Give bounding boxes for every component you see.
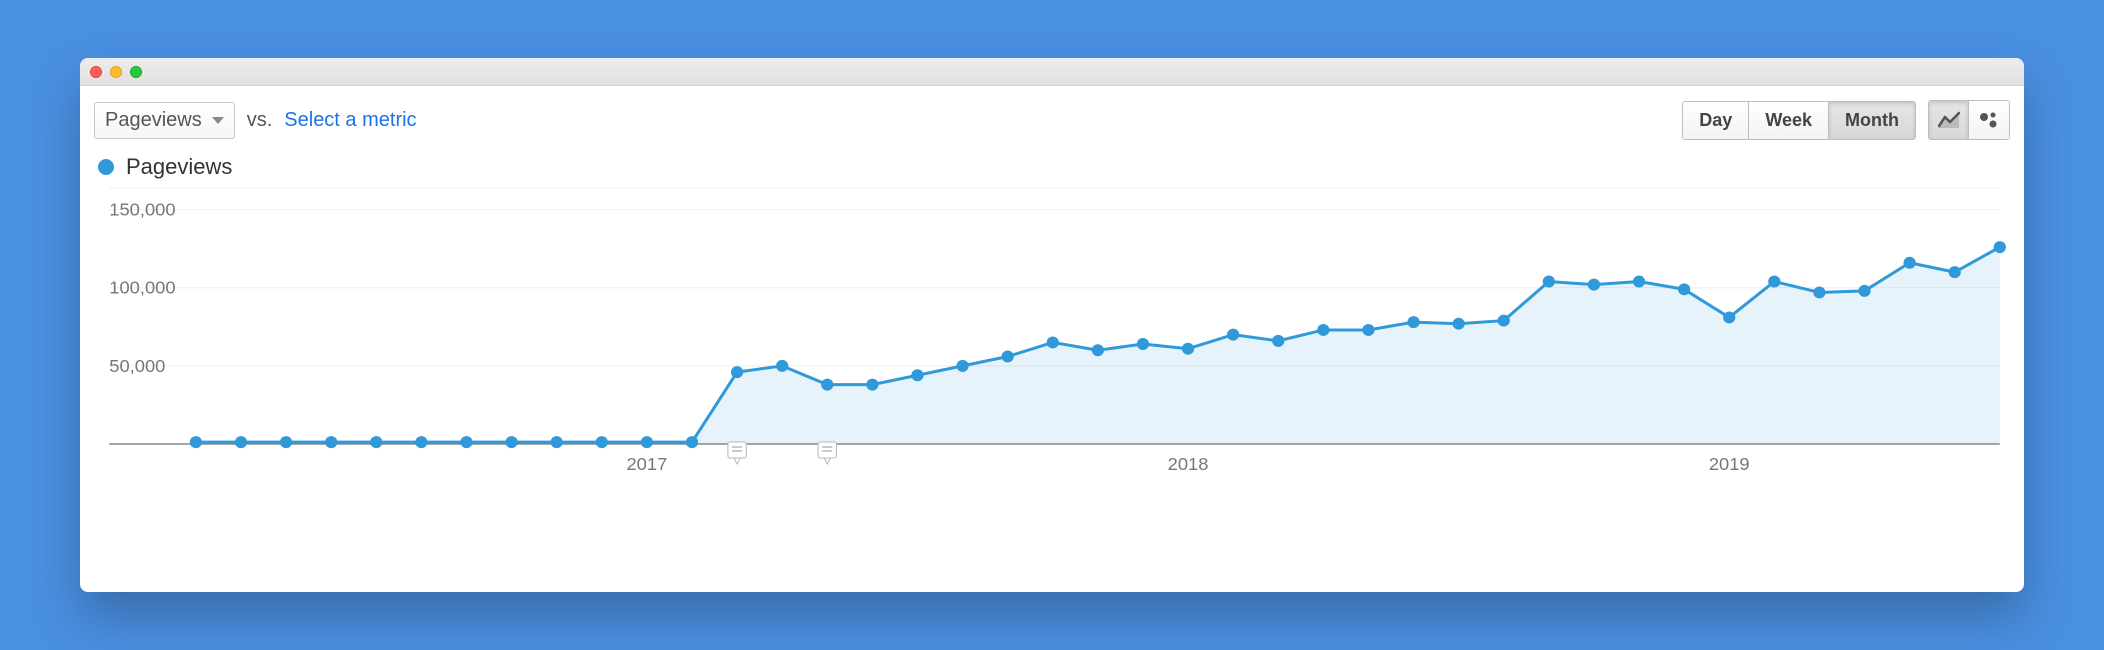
browser-window: Pageviews vs. Select a metric Day Week M…: [80, 58, 2024, 592]
window-maximize-button[interactable]: [130, 66, 142, 78]
legend-color-swatch: [98, 159, 114, 175]
chart-toolbar: Pageviews vs. Select a metric Day Week M…: [80, 86, 2024, 148]
svg-text:150,000: 150,000: [109, 200, 175, 220]
primary-metric-label: Pageviews: [105, 109, 202, 132]
pageviews-line-chart: 50,000 100,000 150,000 2017 2018 2019: [94, 184, 2010, 484]
time-granularity-toggle: Day Week Month: [1682, 101, 1916, 140]
time-option-month[interactable]: Month: [1829, 102, 1915, 139]
time-option-day[interactable]: Day: [1683, 102, 1749, 139]
chevron-down-icon: [212, 117, 224, 124]
chart-legend: Pageviews: [94, 148, 2010, 184]
svg-text:100,000: 100,000: [109, 278, 175, 298]
svg-text:2017: 2017: [627, 454, 668, 474]
line-chart-button[interactable]: [1929, 101, 1969, 139]
svg-text:50,000: 50,000: [109, 356, 165, 376]
legend-series-label: Pageviews: [126, 154, 232, 180]
chart-area: Pageviews 50,000 100,000 150,000 2017 2018 20…: [80, 148, 2024, 592]
window-titlebar: [80, 58, 2024, 86]
svg-text:2018: 2018: [1168, 454, 1209, 474]
line-chart-icon: [1938, 111, 1960, 129]
vs-label: vs.: [247, 109, 273, 132]
primary-metric-dropdown[interactable]: Pageviews: [94, 102, 235, 139]
chart-type-toggle: [1928, 100, 2010, 140]
window-close-button[interactable]: [90, 66, 102, 78]
select-secondary-metric-link[interactable]: Select a metric: [284, 109, 416, 132]
motion-bubble-icon: [1978, 111, 2000, 129]
time-option-week[interactable]: Week: [1749, 102, 1829, 139]
window-minimize-button[interactable]: [110, 66, 122, 78]
motion-bubble-button[interactable]: [1969, 101, 2009, 139]
svg-text:2019: 2019: [1709, 454, 1750, 474]
